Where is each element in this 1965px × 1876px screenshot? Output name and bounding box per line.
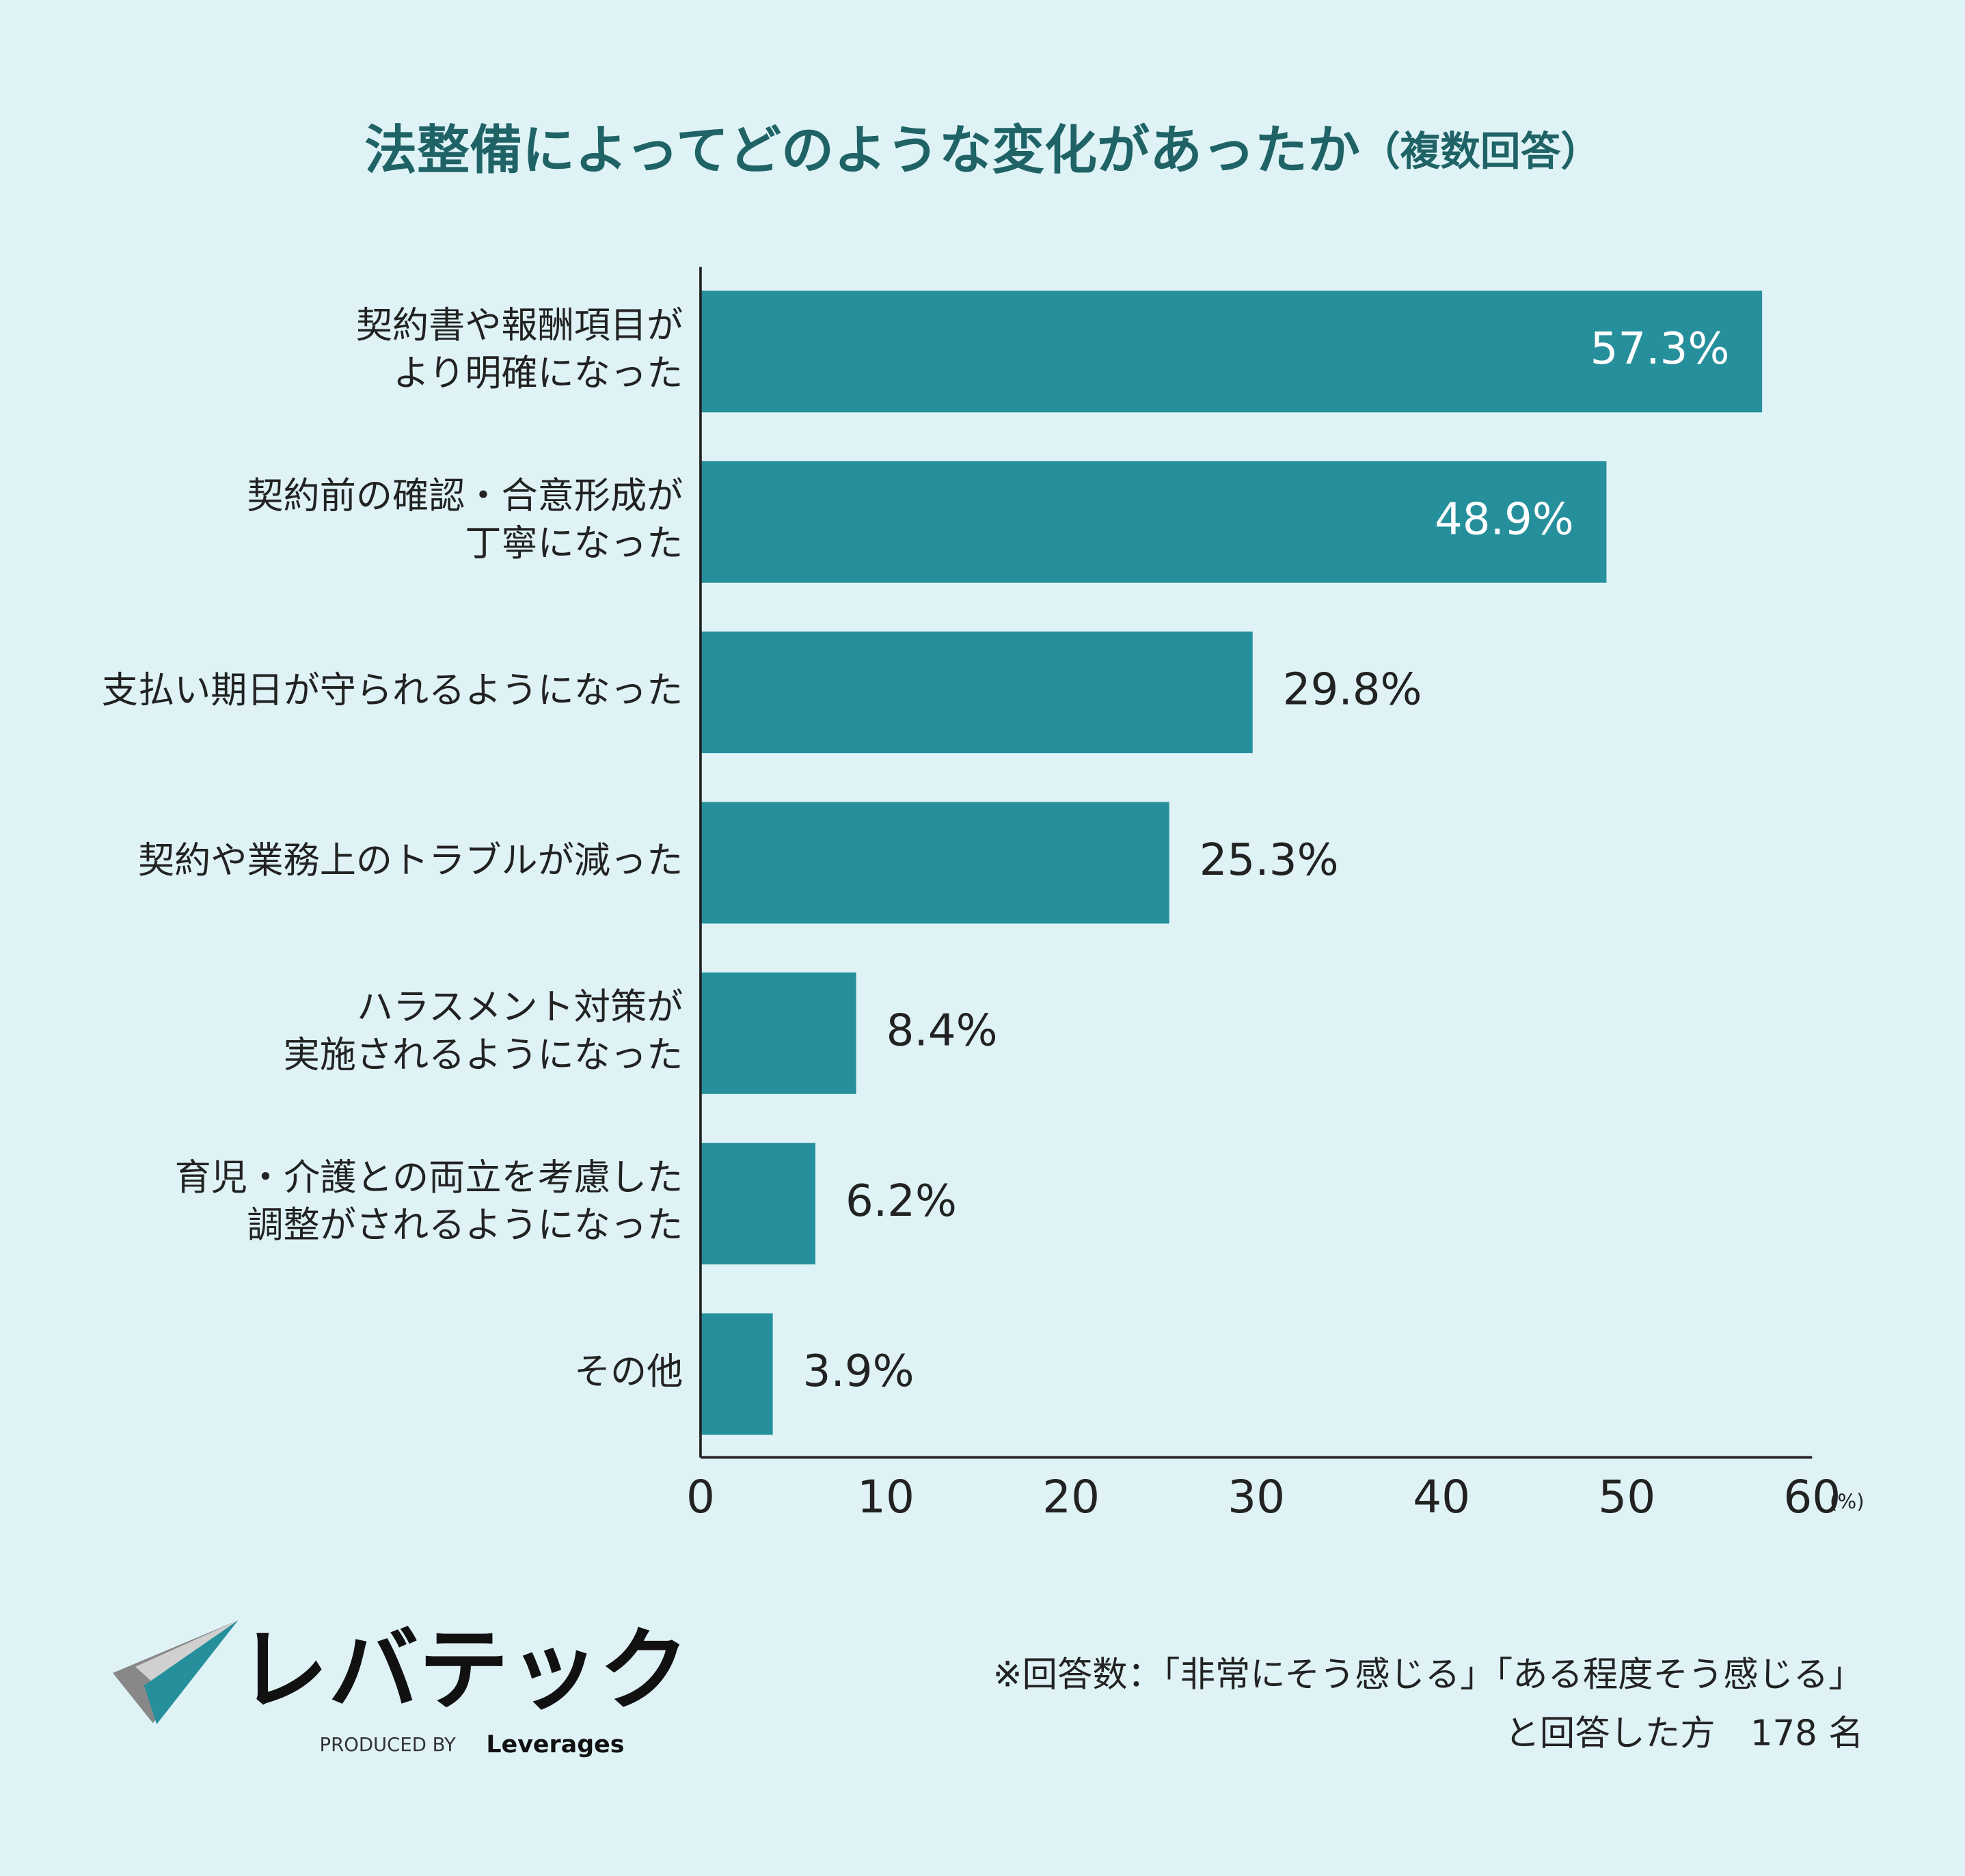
x-unit: (%) xyxy=(1830,1490,1865,1513)
y-tick-label: 育児・介護との両立を考慮した xyxy=(175,1156,683,1199)
value-label: 29.8% xyxy=(1283,664,1422,716)
y-tick-label: ハラスメント対策が xyxy=(357,986,683,1029)
bar xyxy=(700,972,856,1094)
title-main: 法整備によってどのような変化があったか xyxy=(364,121,1360,182)
bar xyxy=(700,461,1607,583)
value-label: 3.9% xyxy=(803,1346,914,1397)
bar xyxy=(700,631,1253,754)
y-tick-label: より明確になった xyxy=(393,352,683,394)
y-tick-label: 契約や業務上のトラブルが減った xyxy=(138,839,683,882)
logo-produced-by: PRODUCED BY xyxy=(320,1734,456,1756)
x-tick-label: 30 xyxy=(1228,1471,1285,1523)
x-tick-label: 20 xyxy=(1042,1471,1100,1523)
x-tick-label: 10 xyxy=(857,1471,914,1523)
y-tick-label: 丁寧になった xyxy=(465,522,683,565)
x-tick-label: 60 xyxy=(1783,1471,1841,1523)
logo: レバテック PRODUCED BY Leverages xyxy=(113,1618,689,1758)
x-tick-label: 40 xyxy=(1413,1471,1470,1523)
value-label: 25.3% xyxy=(1200,834,1339,886)
y-tick-label: 契約書や報酬項目が xyxy=(356,304,683,346)
bar xyxy=(700,1143,816,1265)
x-tick-label: 0 xyxy=(686,1471,715,1523)
value-label: 6.2% xyxy=(845,1175,957,1227)
logo-company: Leverages xyxy=(486,1731,624,1758)
logo-name: レバテック xyxy=(238,1618,689,1724)
value-label: 57.3% xyxy=(1590,323,1730,375)
footnote: ※回答数：「非常にそう感じる」「ある程度そう感じる」 xyxy=(993,1654,1864,1695)
bar xyxy=(700,1313,773,1435)
value-label: 48.9% xyxy=(1435,493,1574,545)
x-tick-label: 50 xyxy=(1598,1471,1655,1523)
y-tick-label: 支払い期日が守られるようになった xyxy=(102,669,683,711)
y-tick-label: 実施されるようになった xyxy=(284,1033,683,1076)
title-note: （複数回答） xyxy=(1360,128,1601,175)
y-tick-label: その他 xyxy=(574,1350,683,1393)
y-tick-label: 契約前の確認・合意形成が xyxy=(247,475,683,517)
bar xyxy=(700,290,1763,413)
value-label: 8.4% xyxy=(886,1005,998,1056)
y-tick-label: 調整がされるようになった xyxy=(247,1204,683,1247)
bar xyxy=(700,802,1169,924)
footnote: と回答した方 178 名 xyxy=(1505,1713,1864,1754)
logo-shape xyxy=(144,1620,239,1725)
chart-title: 法整備によってどのような変化があったか（複数回答） xyxy=(364,121,1601,182)
